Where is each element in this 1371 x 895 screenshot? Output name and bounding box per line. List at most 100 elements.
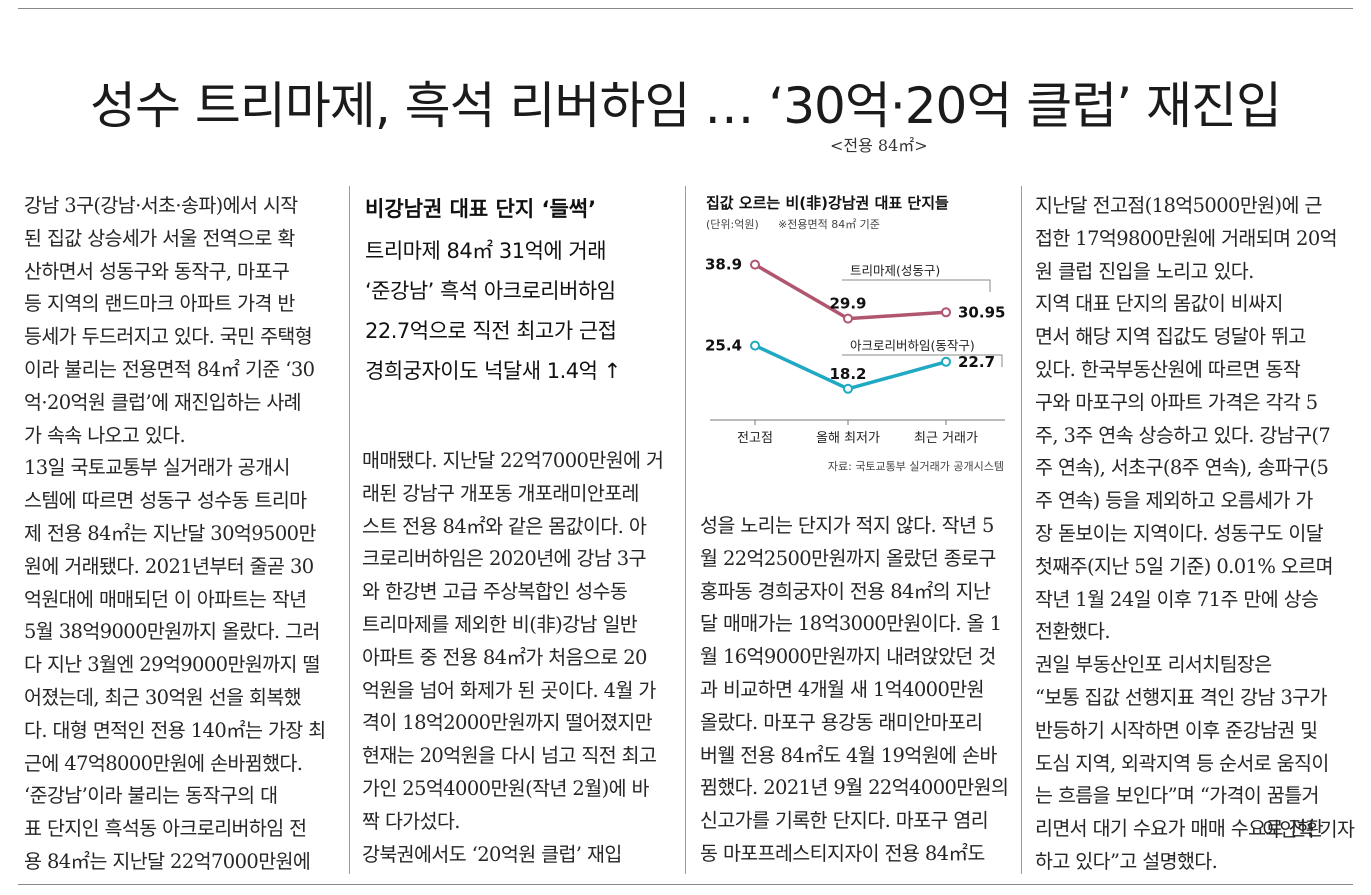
subhead-kicker: 비강남권 대표 단지 ‘들썩’: [365, 197, 597, 221]
text-line: 억·20억원 클럽’에 재진입하는 사례: [24, 390, 302, 414]
text-line: 버웰 전용 84㎡도 4월 19억원에 손바: [700, 743, 997, 767]
text-line: 성을 노리는 단지가 적지 않다. 작년 5: [700, 514, 994, 537]
text-line: 5월 38억9000만원까지 올랐다. 그러: [24, 620, 320, 644]
text-line: 지난달 전고점(18억5000만원)에 근: [1035, 194, 1322, 217]
top-rule: [18, 8, 1353, 9]
text-line: 구와 마포구의 아파트 가격은 각각 5: [1035, 390, 1318, 414]
text-line: 근에 47억8000만원에 손바뀜했다.: [24, 751, 303, 775]
text-line: 래된 강남구 개포동 개포래미안포레: [362, 481, 640, 505]
data-label: 22.7: [958, 353, 995, 371]
data-point: [843, 383, 853, 394]
text-line: 크로리버하임은 2020년에 강남 3구: [362, 547, 647, 571]
text-line: 신고가를 기록한 단지다. 마포구 염리: [700, 809, 989, 833]
text-line: 스템에 따르면 성동구 성수동 트리마: [24, 489, 307, 513]
text-line: 있다. 한국부동산원에 따르면 동작: [1035, 357, 1301, 381]
chart-note: ※전용면적 84㎡ 기준: [778, 218, 880, 231]
data-point: [750, 340, 760, 351]
text-line: 과 비교하면 4개월 새 1억4000만원: [700, 677, 985, 701]
text-line: 어졌는데, 최근 30억원 선을 회복했: [24, 685, 302, 709]
bottom-rule: [18, 884, 1353, 885]
text-line: 원에 거래됐다. 2021년부터 줄곧 30: [24, 554, 314, 578]
text-line: 다 지난 3월엔 29억9000만원까지 떨: [24, 653, 320, 677]
data-label: 25.4: [705, 337, 742, 355]
subhead-line: 트리마제 84㎡ 31억에 거래: [365, 239, 607, 263]
text-line: 동 마포프레스티지자이 전용 84㎡도: [700, 841, 985, 865]
subhead-line: ‘준강남’ 흑석 아크로리버하임: [365, 279, 616, 303]
text-line: 억원대에 매매되던 이 아파트는 작년: [24, 587, 307, 611]
text-line: 올랐다. 마포구 용강동 래미안마포리: [700, 710, 983, 734]
subhead-line: 22.7억으로 직전 최고가 근접: [365, 319, 617, 343]
text-line: 주 연속), 서초구(8주 연속), 송파구(5: [1035, 456, 1329, 480]
text-line: 장 돋보이는 지역이다. 성동구도 이달: [1035, 521, 1324, 545]
text-line: 짝 다가섰다.: [362, 809, 461, 833]
column-divider-1: [349, 186, 350, 874]
price-chart: 집값 오르는 비(非)강남권 대표 단지들 (단위:억원) ※전용면적 84㎡ …: [700, 190, 1018, 480]
text-line: 다. 대형 면적인 전용 140㎡는 가장 최: [24, 718, 326, 742]
text-line: 뀜했다. 2021년 9월 22억4000만원의: [700, 776, 1009, 800]
column-divider-2: [685, 186, 686, 874]
x-tick-label: 전고점: [737, 431, 773, 446]
data-point: [843, 313, 853, 324]
data-point: [941, 307, 951, 318]
text-line: 된 집값 상승세가 서울 전역으로 확: [24, 226, 295, 250]
text-line: 현재는 20억원을 다시 넘고 직전 최고: [362, 744, 657, 768]
text-line: 가인 25억4000만원(작년 2월)에 바: [362, 776, 649, 800]
text-line: 스트 전용 84㎡와 같은 몸값이다. 아: [362, 514, 647, 538]
text-line: 와 한강변 고급 주상복합인 성수동: [362, 580, 628, 604]
text-line: 홍파동 경희궁자이 전용 84㎡의 지난: [700, 579, 991, 603]
text-line: 13일 국토교통부 실거래가 공개시: [24, 456, 290, 480]
series-label: 트리마제(성동구): [850, 263, 940, 278]
text-line: 첫째주(지난 5일 기준) 0.01% 오르며: [1035, 554, 1334, 578]
text-line: 하고 있다”고 설명했다.: [1035, 849, 1218, 873]
column-divider-3: [1021, 186, 1022, 874]
text-line: 달 매매가는 18억3000만원이다. 올 1: [700, 612, 1002, 636]
series-label: 아크로리버하임(동작구): [850, 338, 975, 353]
data-point: [941, 356, 951, 367]
chart-svg: 집값 오르는 비(非)강남권 대표 단지들 (단위:억원) ※전용면적 84㎡ …: [705, 194, 1005, 473]
text-line: 등 지역의 랜드마크 아파트 가격 반: [24, 292, 295, 316]
text-line: 용 84㎡는 지난달 22억7000만원에: [24, 849, 311, 873]
text-line: 권일 부동산인포 리서치팀장은: [1035, 653, 1272, 677]
headline: 성수 트리마제, 흑석 리버하임 … ‘30억·20억 클럽’ 재진입: [89, 77, 1282, 135]
text-line: 가 속속 나오고 있다.: [24, 423, 186, 447]
text-line: 아파트 중 전용 84㎡가 처음으로 20: [362, 645, 647, 669]
text-line: 원 클럽 진입을 노리고 있다.: [1035, 259, 1254, 283]
text-line: 표 단지인 흑석동 아크로리버하임 전: [24, 817, 307, 841]
x-tick-label: 최근 거래가: [914, 431, 978, 446]
text-line: 등세가 두드러지고 있다. 국민 주택형: [24, 325, 313, 349]
text-line: 매매됐다. 지난달 22억7000만원에 거: [362, 449, 664, 472]
text-line: 트리마제를 제외한 비(非)강남 일반: [362, 612, 638, 636]
chart-unit: (단위:억원): [706, 218, 759, 231]
series-label-leader: [842, 279, 991, 292]
unit-note: <전용 84㎡>: [830, 136, 928, 155]
subheads: 비강남권 대표 단지 ‘들썩’ 트리마제 84㎡ 31억에 거래 ‘준강남’ 흑…: [365, 193, 621, 391]
text-line: 제 전용 84㎡는 지난달 30억9500만: [24, 521, 316, 545]
subhead-line: 경희궁자이도 넉달새 1.4억 ↑: [365, 359, 621, 383]
data-point: [750, 259, 760, 270]
text-line: “보통 집값 선행지표 격인 강남 3구가: [1035, 685, 1328, 709]
text-line: 월 16억9000만원까지 내려앉았던 것: [700, 645, 996, 669]
x-tick-label: 올해 최저가: [816, 431, 880, 446]
data-label: 18.2: [829, 365, 866, 383]
byline: 이인혁 기자: [1262, 818, 1355, 841]
article-column-3: 성을 노리는 단지가 적지 않다. 작년 5 월 22억2500만원까지 올랐던 …: [700, 510, 1009, 871]
text-line: 월 22억2500만원까지 올랐던 종로구: [700, 546, 996, 570]
text-line: 강북권에서도 ‘20억원 클럽’ 재입: [362, 842, 622, 866]
text-line: 주, 3주 연속 상승하고 있다. 강남구(7: [1035, 423, 1331, 447]
text-line: ‘준강남’이라 불리는 동작구의 대: [24, 784, 278, 808]
chart-source: 자료: 국토교통부 실거래가 공개시스템: [828, 460, 1004, 473]
text-line: 억원을 넘어 화제가 된 곳이다. 4월 가: [362, 678, 656, 702]
text-line: 작년 1월 24일 이후 71주 만에 상승: [1035, 587, 1319, 611]
text-line: 반등하기 시작하면 이후 준강남권 및: [1035, 718, 1318, 742]
text-line: 접한 17억9800만원에 거래되며 20억: [1035, 226, 1338, 250]
series-label-leader: [842, 354, 1003, 367]
data-label: 29.9: [829, 295, 866, 313]
text-line: 이라 불리는 전용면적 84㎡ 기준 ‘30: [24, 357, 315, 381]
text-line: 는 흐름을 보인다”며 “가격이 꿈틀거: [1035, 784, 1320, 808]
data-label: 38.9: [705, 256, 742, 274]
text-line: 면서 해당 지역 집값도 덩달아 뛰고: [1035, 325, 1306, 349]
text-line: 리면서 대기 수요가 매매 수요로 전환: [1035, 817, 1324, 841]
text-line: 강남 3구(강남·서초·송파)에서 시작: [24, 194, 298, 217]
